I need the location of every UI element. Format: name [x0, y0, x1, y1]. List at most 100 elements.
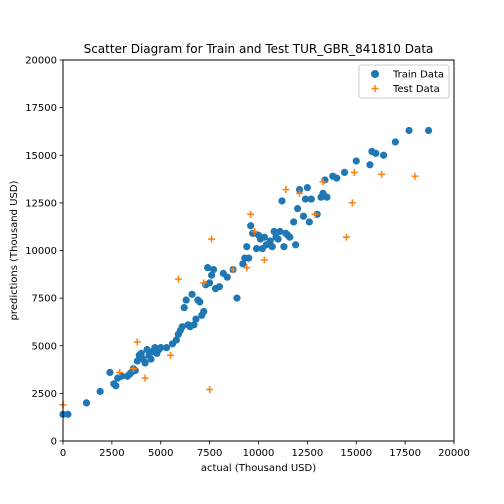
train-data-point	[391, 138, 399, 146]
train-data-point	[157, 344, 165, 352]
train-data-point	[307, 195, 315, 203]
train-data-point	[143, 345, 151, 354]
legend-train-label: Train Data	[392, 70, 444, 81]
y-axis-label: predictions (Thousand USD)	[9, 180, 20, 320]
train-data-point	[112, 382, 120, 390]
train-data-point	[178, 323, 186, 331]
train-data-point	[276, 227, 284, 236]
test-data-point	[116, 368, 124, 376]
test-data-point	[282, 186, 290, 194]
test-data-point	[200, 279, 208, 287]
y-tick-label: 5000	[32, 341, 57, 352]
train-data-point	[424, 126, 433, 135]
legend: Train Data Test Data	[358, 64, 450, 99]
test-data-point	[206, 386, 214, 394]
train-data-point	[295, 185, 304, 194]
train-data-point	[274, 235, 282, 243]
train-data-point	[207, 271, 216, 279]
test-data-point	[296, 189, 304, 197]
train-data-point	[209, 265, 218, 274]
chart-title: Scatter Diagram for Train and Test TUR_G…	[84, 42, 434, 56]
train-data-point	[141, 359, 149, 367]
x-axis-label: actual (Thousand USD)	[201, 463, 316, 474]
train-data-point	[303, 184, 311, 192]
train-data-point	[352, 157, 360, 165]
train-data-point	[180, 304, 188, 312]
train-data-point	[233, 294, 241, 302]
train-data-point	[200, 307, 208, 316]
train-data-point	[294, 204, 302, 213]
train-data-point	[163, 344, 171, 352]
legend-train-marker	[371, 70, 379, 78]
train-data-point	[192, 315, 200, 323]
train-data-point	[215, 283, 223, 291]
x-tick-label: 7500	[197, 448, 222, 459]
train-data-point	[172, 336, 180, 344]
train-data-point	[340, 168, 349, 176]
y-tick-label: 7500	[32, 294, 57, 305]
train-data-point	[196, 298, 204, 306]
train-data-point	[366, 161, 374, 169]
y-tick-label: 12500	[25, 198, 57, 209]
train-data-point	[137, 349, 145, 357]
x-tick-label: 17500	[389, 448, 421, 459]
x-tick-label: 5000	[148, 448, 173, 459]
test-data-point	[167, 351, 175, 359]
test-data-point	[319, 178, 327, 186]
train-data-point	[405, 126, 413, 135]
train-data-point	[305, 218, 313, 226]
train-data-point	[96, 387, 104, 396]
test-data-point	[247, 210, 255, 218]
train-data-point	[292, 241, 300, 249]
legend-test-marker	[371, 85, 379, 92]
test-data-point	[133, 338, 141, 346]
test-data-point	[141, 374, 149, 382]
test-data-point	[229, 266, 237, 274]
train-data-point	[372, 149, 380, 157]
train-data-point	[280, 243, 288, 251]
x-tick-label: 10000	[243, 448, 275, 459]
train-data-point	[266, 237, 274, 245]
train-data-point	[301, 195, 310, 203]
test-data-point	[342, 233, 350, 241]
train-data-point	[239, 260, 247, 268]
train-data-point	[333, 174, 341, 182]
train-data-point	[245, 254, 253, 262]
test-data-point	[129, 365, 137, 373]
legend-frame	[358, 64, 450, 99]
train-data-point	[190, 321, 198, 329]
train-data-point	[286, 233, 294, 241]
train-data-point	[64, 410, 72, 418]
y-tick-label: 2500	[32, 389, 57, 400]
x-tick-label: 0	[60, 448, 66, 459]
train-data-point	[82, 399, 91, 407]
y-tick-label: 17500	[25, 103, 57, 114]
data-points	[59, 126, 433, 418]
train-data-point	[247, 222, 255, 230]
train-data-point	[290, 218, 298, 226]
train-data-point	[380, 151, 388, 159]
x-tick-label: 20000	[438, 448, 470, 459]
x-tick-label: 15000	[340, 448, 372, 459]
train-data-point	[106, 368, 114, 377]
y-axis-ticks: 0 2500 5000 7500 10000 12500 15000 17500 20000	[25, 56, 63, 448]
legend-test-label: Test Data	[392, 84, 440, 95]
train-data-point	[223, 273, 231, 281]
train-data-point	[204, 264, 212, 272]
test-data-point	[251, 227, 259, 235]
test-data-point	[260, 256, 268, 264]
test-data-point	[174, 275, 182, 283]
y-tick-label: 0	[51, 437, 57, 448]
train-data-point	[188, 290, 196, 298]
train-data-point	[147, 355, 155, 363]
x-tick-label: 12500	[291, 448, 323, 459]
test-data-point	[243, 264, 251, 272]
test-data-point	[411, 172, 419, 180]
test-data-point	[208, 235, 216, 243]
test-data-point	[378, 170, 386, 178]
x-axis-ticks: 0 2500 5000 7500 10000 12500 15000 17500 20000	[60, 441, 470, 459]
train-data-point	[299, 212, 308, 220]
test-data-point	[348, 199, 356, 207]
x-tick-label: 2500	[99, 448, 124, 459]
